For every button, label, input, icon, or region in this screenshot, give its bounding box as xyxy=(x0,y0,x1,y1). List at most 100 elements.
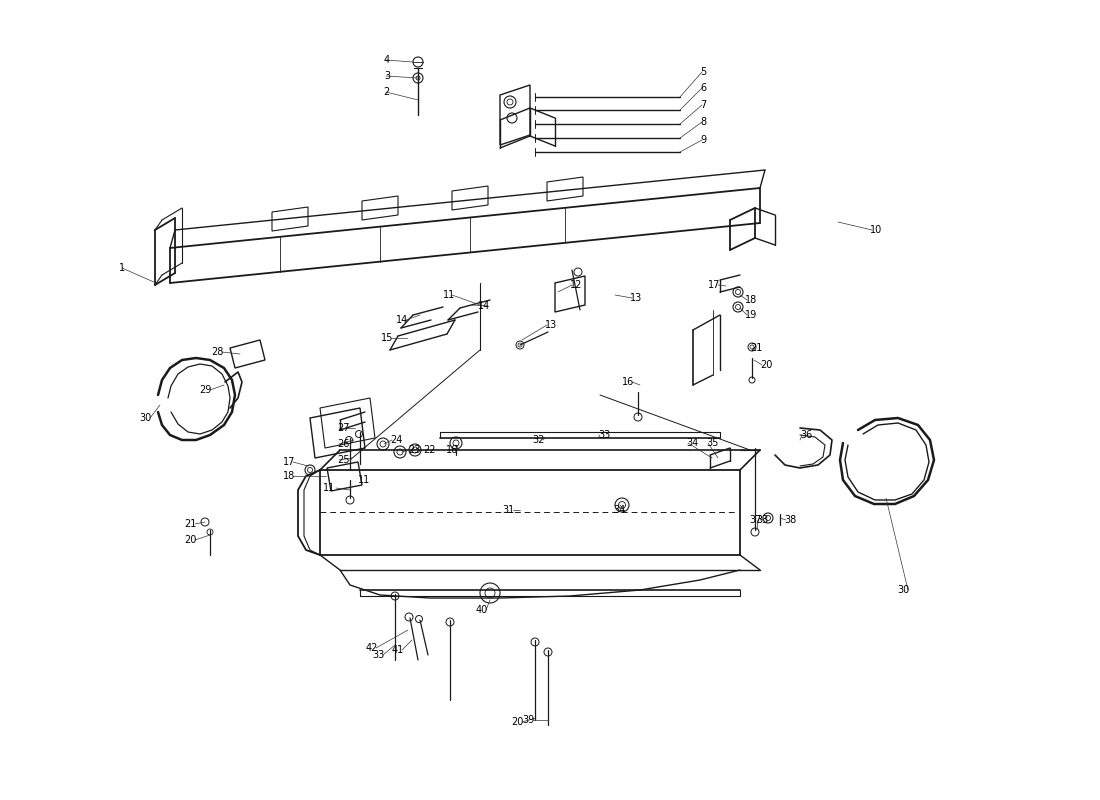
Circle shape xyxy=(412,447,418,453)
Circle shape xyxy=(751,528,759,536)
Text: 17: 17 xyxy=(707,280,721,290)
Circle shape xyxy=(394,446,406,458)
Circle shape xyxy=(450,437,462,449)
Text: 5: 5 xyxy=(700,67,706,77)
Text: 7: 7 xyxy=(700,100,706,110)
Circle shape xyxy=(750,345,754,349)
Circle shape xyxy=(531,638,539,646)
Circle shape xyxy=(518,343,522,347)
Circle shape xyxy=(618,502,626,509)
Circle shape xyxy=(201,518,209,526)
Text: 18: 18 xyxy=(745,295,757,305)
Text: 4: 4 xyxy=(384,55,390,65)
Circle shape xyxy=(305,465,315,475)
Text: 16: 16 xyxy=(621,377,634,387)
Text: 19: 19 xyxy=(745,310,757,320)
Circle shape xyxy=(308,467,312,473)
Text: 11: 11 xyxy=(358,475,370,485)
Circle shape xyxy=(736,305,740,310)
Circle shape xyxy=(405,613,412,621)
Circle shape xyxy=(207,529,213,535)
Circle shape xyxy=(397,449,403,455)
Text: 9: 9 xyxy=(700,135,706,145)
Circle shape xyxy=(377,438,389,450)
Text: 27: 27 xyxy=(337,423,350,433)
Circle shape xyxy=(516,341,524,349)
Circle shape xyxy=(748,343,756,351)
Circle shape xyxy=(736,290,740,294)
Text: 16: 16 xyxy=(446,445,458,455)
Text: 33: 33 xyxy=(373,650,385,660)
Circle shape xyxy=(412,57,424,67)
Text: 34: 34 xyxy=(614,505,626,515)
Text: 32: 32 xyxy=(532,435,544,445)
Text: 11: 11 xyxy=(322,483,335,493)
Circle shape xyxy=(615,498,629,512)
Text: 37: 37 xyxy=(749,515,762,525)
Text: 38: 38 xyxy=(784,515,796,525)
Text: 28: 28 xyxy=(211,347,224,357)
Circle shape xyxy=(355,430,363,438)
Text: 33: 33 xyxy=(598,430,611,440)
Text: 14: 14 xyxy=(396,315,408,325)
Text: 20: 20 xyxy=(760,360,772,370)
Circle shape xyxy=(485,588,495,598)
Circle shape xyxy=(763,513,773,523)
Text: 30: 30 xyxy=(140,413,152,423)
Circle shape xyxy=(733,287,742,297)
Text: 20: 20 xyxy=(512,717,524,727)
Circle shape xyxy=(346,496,354,504)
Circle shape xyxy=(733,302,742,312)
Circle shape xyxy=(634,413,642,421)
Text: 12: 12 xyxy=(570,280,582,290)
Text: 39: 39 xyxy=(522,715,535,725)
Circle shape xyxy=(766,515,770,521)
Text: 11: 11 xyxy=(442,290,455,300)
Text: 24: 24 xyxy=(390,435,403,445)
Text: 30: 30 xyxy=(898,585,910,595)
Circle shape xyxy=(416,615,422,622)
Text: 40: 40 xyxy=(475,605,488,615)
Text: 13: 13 xyxy=(544,320,558,330)
Text: 23: 23 xyxy=(408,445,420,455)
Circle shape xyxy=(507,99,513,105)
Text: 35: 35 xyxy=(706,438,718,448)
Circle shape xyxy=(446,618,454,626)
Text: 34: 34 xyxy=(686,438,698,448)
Circle shape xyxy=(412,73,424,83)
Text: 41: 41 xyxy=(392,645,404,655)
Text: 15: 15 xyxy=(381,333,393,343)
Circle shape xyxy=(345,437,352,443)
Text: 31: 31 xyxy=(503,505,515,515)
Text: 17: 17 xyxy=(283,457,295,467)
Circle shape xyxy=(504,96,516,108)
Text: 3: 3 xyxy=(384,71,390,81)
Text: 13: 13 xyxy=(630,293,642,303)
Text: 10: 10 xyxy=(870,225,882,235)
Text: 2: 2 xyxy=(384,87,390,97)
Circle shape xyxy=(379,441,386,447)
Text: 42: 42 xyxy=(365,643,378,653)
Circle shape xyxy=(574,268,582,276)
Circle shape xyxy=(390,592,399,600)
Circle shape xyxy=(453,440,459,446)
Circle shape xyxy=(507,113,517,123)
Text: 20: 20 xyxy=(185,535,197,545)
Text: 1: 1 xyxy=(119,263,125,273)
Text: 21: 21 xyxy=(185,519,197,529)
Circle shape xyxy=(749,377,755,383)
Text: 36: 36 xyxy=(800,430,812,440)
Text: 29: 29 xyxy=(199,385,212,395)
Text: 22: 22 xyxy=(424,445,436,455)
Text: 8: 8 xyxy=(700,117,706,127)
Circle shape xyxy=(416,76,420,80)
Text: 25: 25 xyxy=(337,455,350,465)
Text: 21: 21 xyxy=(750,343,762,353)
Circle shape xyxy=(480,583,501,603)
Text: 6: 6 xyxy=(700,83,706,93)
Text: 14: 14 xyxy=(477,301,490,311)
Circle shape xyxy=(409,444,421,456)
Text: 18: 18 xyxy=(283,471,295,481)
Circle shape xyxy=(544,648,552,656)
Text: 26: 26 xyxy=(337,439,350,449)
